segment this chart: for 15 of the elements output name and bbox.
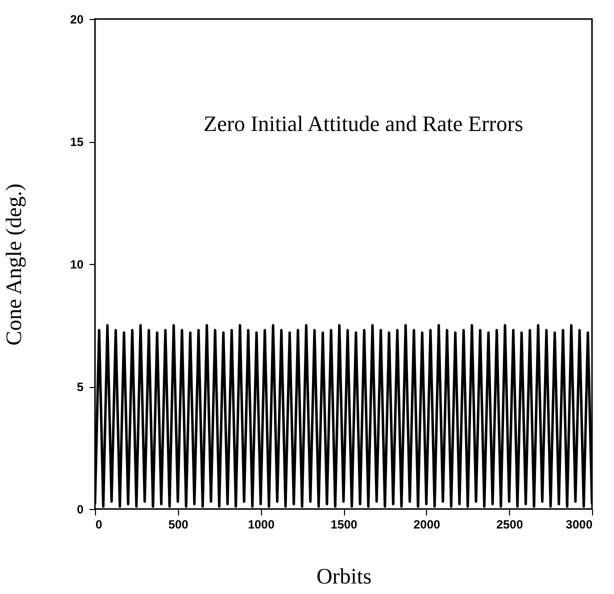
x-tick-label: 2500 <box>496 518 524 532</box>
x-tick-label: 0 <box>96 518 102 532</box>
x-tick-label: 3000 <box>566 518 593 532</box>
y-tick-label: 0 <box>76 502 84 516</box>
x-axis-title: Orbits <box>316 564 372 588</box>
x-tick-label: 500 <box>168 518 189 532</box>
y-tick-label: 10 <box>70 258 84 272</box>
y-tick-label: 20 <box>70 12 84 26</box>
x-tick-label: 1000 <box>248 518 275 532</box>
annotation: Zero Initial Attitude and Rate Errors <box>204 111 524 136</box>
y-axis-title: Cone Angle (deg.) <box>1 184 26 346</box>
x-tick-label: 2000 <box>413 518 441 532</box>
y-tick-label: 15 <box>70 135 84 149</box>
y-tick-label: 5 <box>76 380 84 394</box>
x-tick-label: 1500 <box>330 518 358 532</box>
